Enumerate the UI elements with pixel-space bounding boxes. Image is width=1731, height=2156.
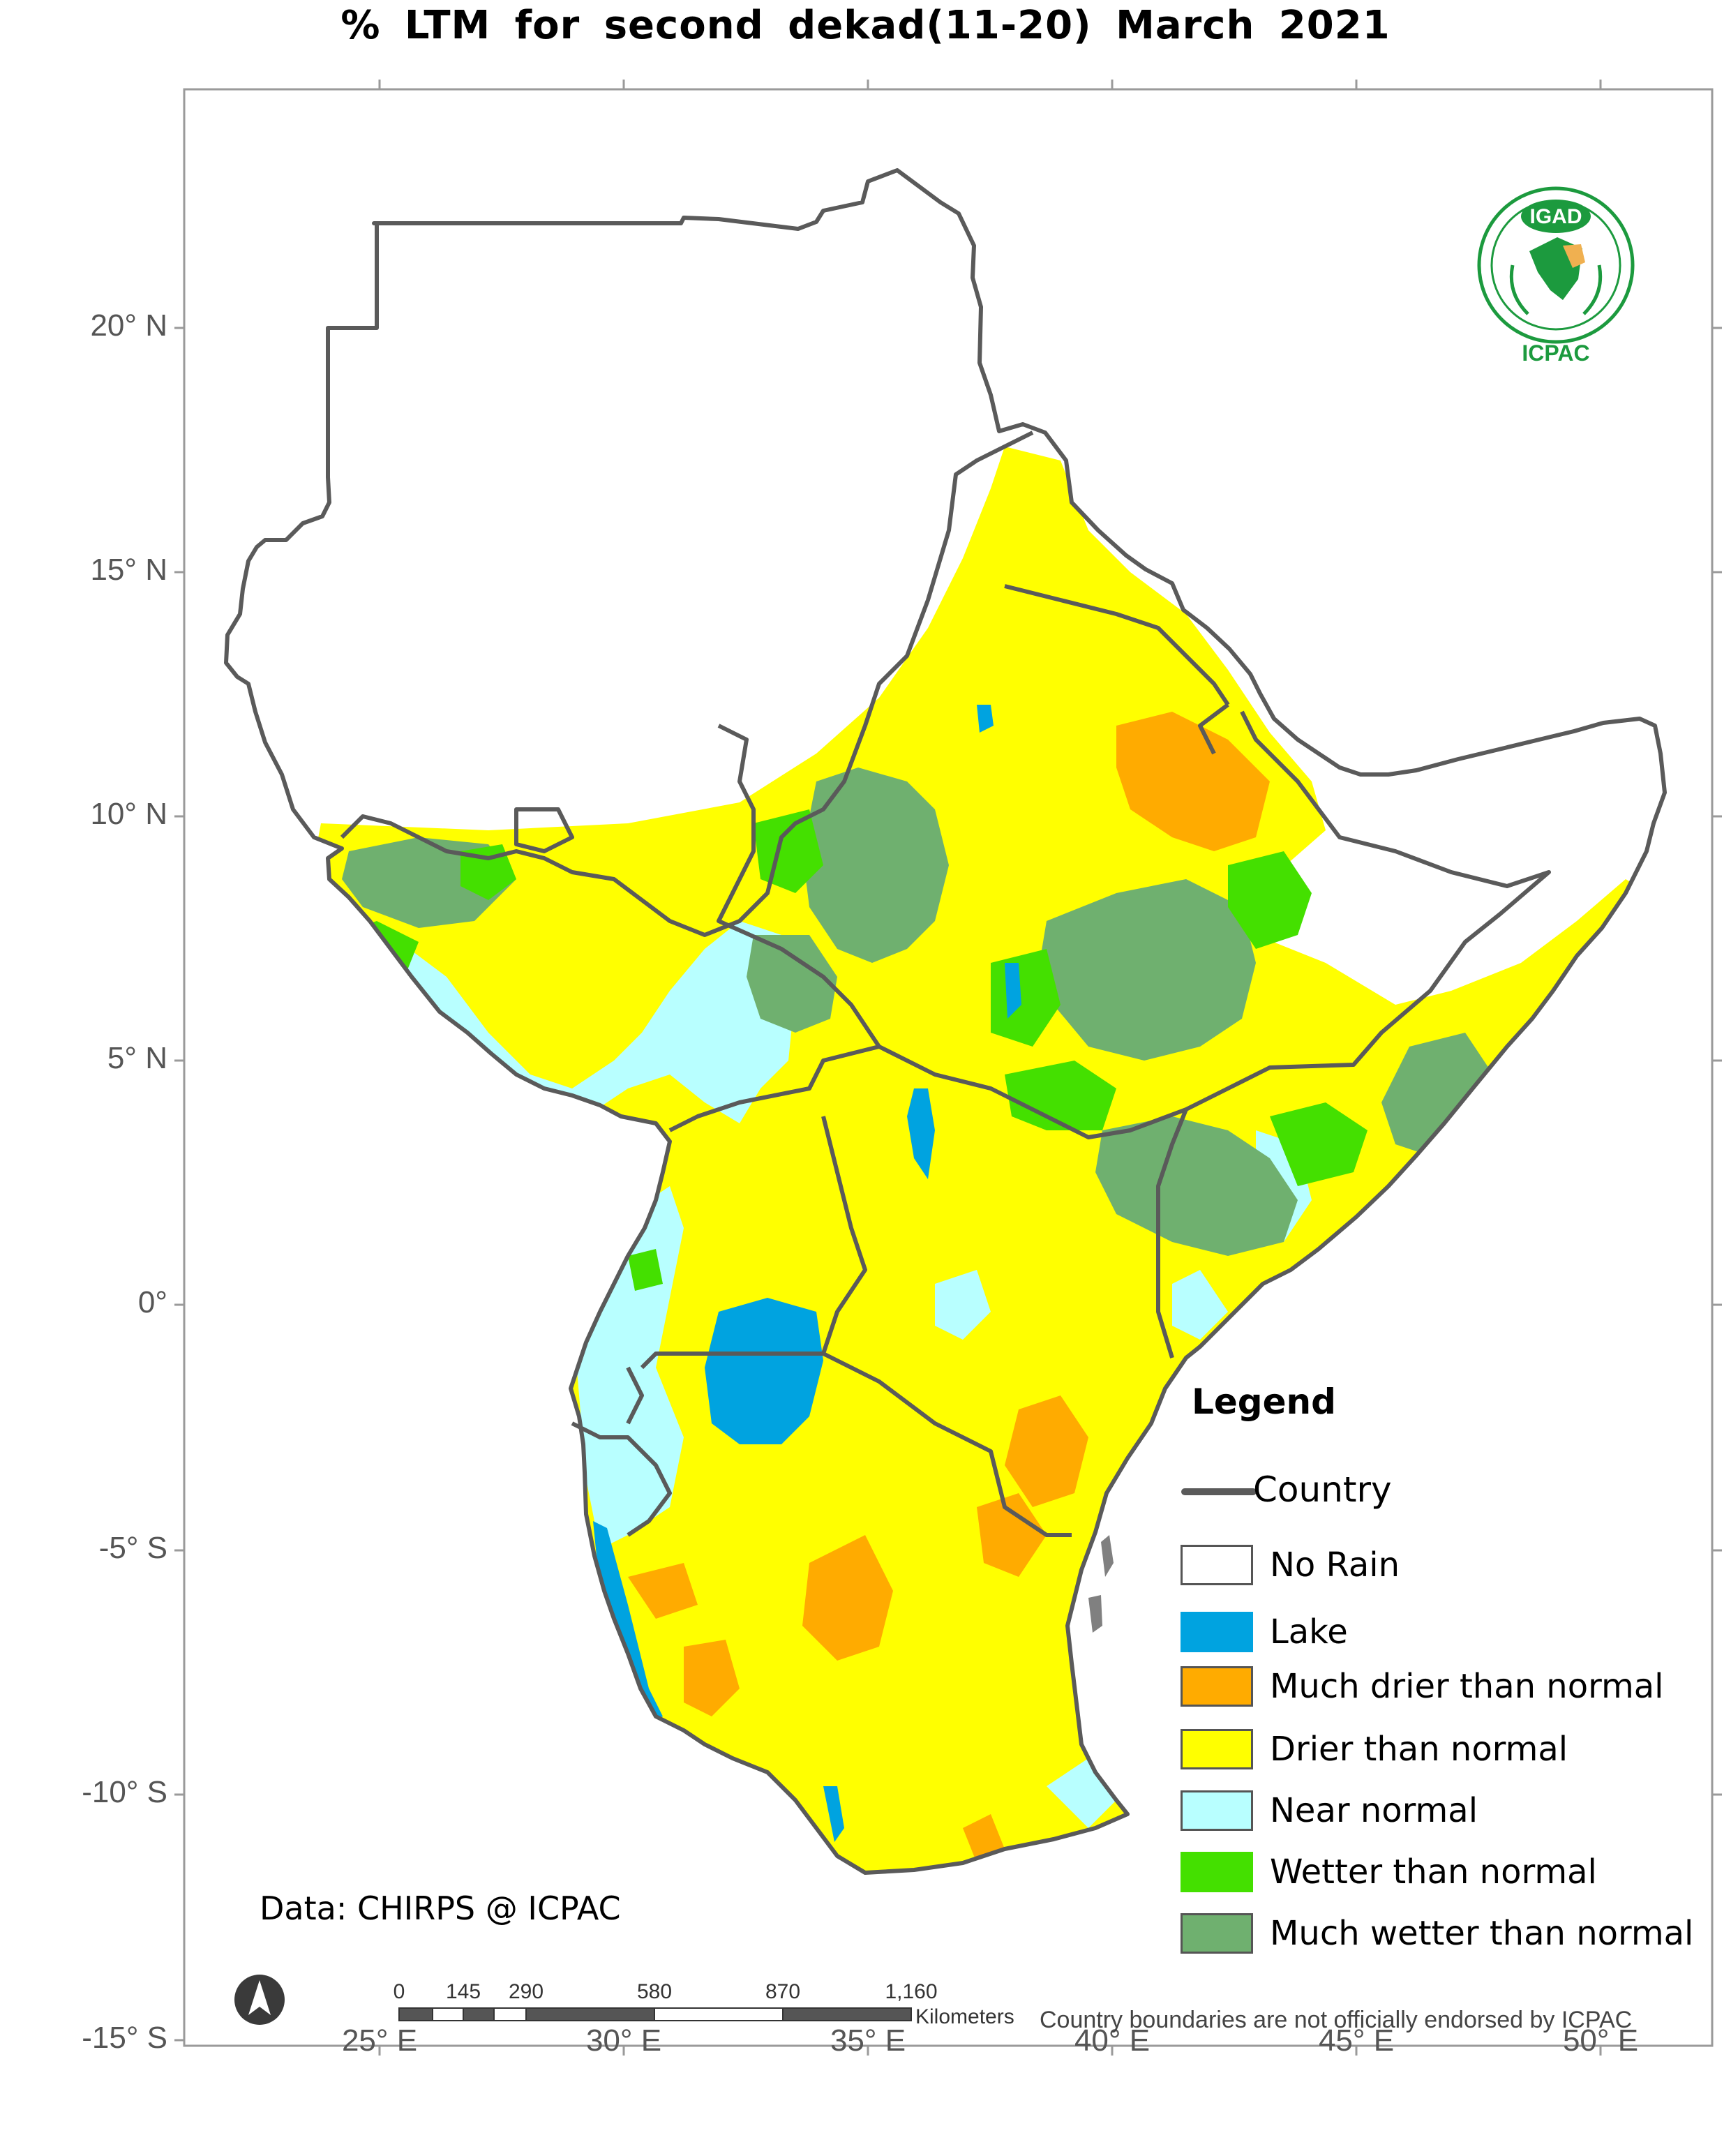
scale-label-580: 580	[636, 1980, 673, 2003]
lat-label-5s: -5° S	[98, 1531, 167, 1565]
lat-label-0: 0°	[137, 1285, 167, 1319]
lat-label-10n: 10° N	[90, 797, 167, 831]
lon-label-30e: 30° E	[585, 2023, 662, 2058]
legend-swatch	[1181, 1666, 1253, 1707]
legend-label: Much drier than normal	[1270, 1667, 1664, 1706]
scale-label-145: 145	[445, 1980, 481, 2003]
lon-label-40e: 40° E	[1074, 2023, 1151, 2058]
scale-label-0: 0	[393, 1980, 405, 2003]
scale-bar	[398, 2007, 912, 2021]
lon-label-35e: 35° E	[830, 2023, 906, 2058]
scale-label-290: 290	[508, 1980, 544, 2003]
island-pemba	[1101, 1535, 1114, 1577]
lon-label-50e: 50° E	[1562, 2023, 1639, 2058]
legend-label: Near normal	[1270, 1791, 1478, 1830]
lat-label-5n: 5° N	[107, 1041, 167, 1075]
lat-label-10s: -10° S	[82, 1775, 167, 1809]
legend-label: Much wetter than normal	[1270, 1914, 1694, 1953]
island-zanzibar	[1088, 1595, 1102, 1633]
map-title: % LTM for second dekad(11-20) March 2021	[340, 3, 1391, 48]
legend-swatch	[1181, 1545, 1253, 1585]
legend-label: No Rain	[1270, 1545, 1400, 1585]
country-boundaries	[340, 431, 1551, 1537]
legend-swatch	[1181, 1729, 1253, 1769]
icpac-logo-text: ICPAC	[1522, 340, 1590, 366]
lon-label-25e: 25° E	[341, 2023, 418, 2058]
north-arrow-icon	[234, 1975, 285, 2025]
legend-label: Wetter than normal	[1270, 1852, 1597, 1892]
lat-label-15s: -15° S	[82, 2021, 167, 2055]
scale-unit: Kilometers	[915, 2005, 1014, 2028]
scale-label-870: 870	[765, 1980, 801, 2003]
legend-title: Legend	[1192, 1382, 1336, 1422]
lat-label-20n: 20° N	[90, 308, 167, 343]
lat-label-15n: 15° N	[90, 553, 167, 587]
scale-label-1160: 1,160	[885, 1980, 938, 2003]
lon-label-45e: 45° E	[1318, 2023, 1395, 2058]
igad-logo-text: IGAD	[1529, 205, 1582, 228]
legend-label: Drier than normal	[1270, 1730, 1568, 1769]
boundary-disclaimer: Country boundaries are not officially en…	[1040, 2007, 1633, 2033]
legend-swatch	[1181, 1913, 1253, 1954]
legend-swatch	[1181, 1852, 1253, 1892]
igad-logo	[1477, 186, 1635, 344]
legend-label: Lake	[1270, 1612, 1348, 1652]
region-outline	[224, 168, 1667, 1875]
legend-swatch	[1181, 1790, 1253, 1831]
data-credit: Data: CHIRPS @ ICPAC	[260, 1889, 621, 1927]
legend-country-label: Country	[1253, 1469, 1392, 1510]
legend-swatch	[1181, 1612, 1253, 1652]
